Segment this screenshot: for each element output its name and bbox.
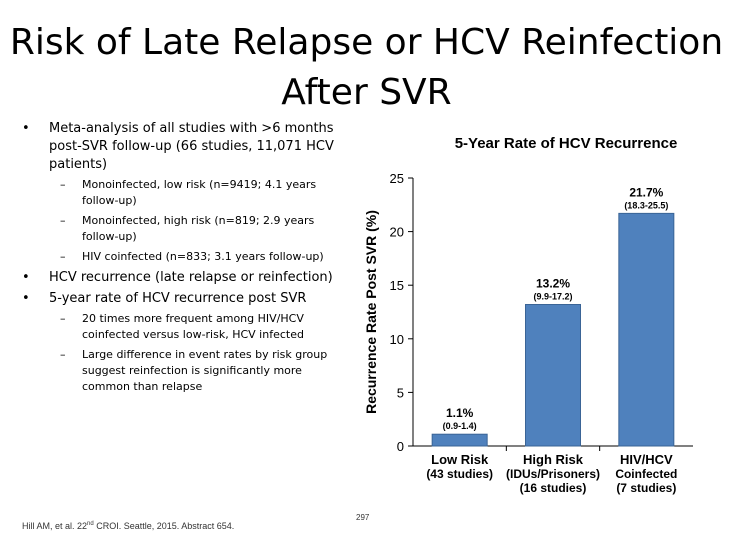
citation-text: Hill AM, et al. 22 (22, 521, 88, 531)
sub-bullet-item: – Large difference in event rates by risk… (22, 347, 342, 395)
bar (431, 433, 488, 447)
y-tick-label: 20 (390, 225, 404, 240)
sub-bullet-text: Monoinfected, low risk (n=9419; 4.1 year… (82, 178, 317, 207)
chart-title: 5-Year Rate of HCV Recurrence (455, 135, 678, 152)
bar-value-label: 1.1% (446, 406, 474, 420)
slide-title: Risk of Late Relapse or HCV Reinfection … (0, 18, 733, 118)
citation-text-end: CROI. Seattle, 2015. Abstract 654. (93, 521, 235, 531)
sub-bullet-item: – 20 times more frequent among HIV/HCV co… (22, 311, 342, 343)
sub-bullet-item: – Monoinfected, low risk (n=9419; 4.1 yea… (22, 177, 342, 209)
sub-bullet-item: – Monoinfected, high risk (n=819; 2.9 yea… (22, 213, 342, 245)
sub-bullet-text: Monoinfected, high risk (n=819; 2.9 year… (82, 214, 315, 243)
citation-superscript: nd (87, 521, 94, 527)
citation: Hill AM, et al. 22nd CROI. Seattle, 2015… (22, 521, 234, 531)
sub-bullet-marker: – (60, 214, 66, 227)
bullet-marker: • (22, 291, 30, 306)
y-tick-label: 0 (397, 439, 404, 454)
x-category-label: (7 studies) (616, 481, 676, 495)
sub-bullet-marker: – (60, 178, 66, 191)
y-tick-label: 5 (397, 385, 404, 400)
sub-bullet-marker: – (60, 312, 66, 325)
bullet-text: HCV recurrence (late relapse or reinfect… (49, 270, 333, 285)
x-category-label: Coinfected (615, 467, 677, 481)
bullet-item: • Meta-analysis of all studies with >6 mo… (22, 120, 342, 174)
sub-bullet-text: 20 times more frequent among HIV/HCV coi… (82, 312, 304, 341)
slide-title-line1: Risk of Late Relapse or HCV Reinfection (9, 22, 724, 63)
y-tick-label: 25 (390, 171, 404, 186)
slide-title-line2: After SVR (281, 72, 452, 113)
sub-bullet-marker: – (60, 250, 66, 263)
y-axis-label: Recurrence Rate Post SVR (%) (363, 210, 379, 414)
bullet-text: 5-year rate of HCV recurrence post SVR (49, 291, 307, 306)
bar-ci-label: (18.3-25.5) (624, 200, 668, 210)
sub-bullet-text: HIV coinfected (n=833; 3.1 years follow-… (82, 250, 324, 263)
y-tick-label: 15 (390, 278, 404, 293)
bullet-marker: • (22, 270, 30, 285)
x-category-label: (16 studies) (520, 481, 587, 495)
sub-bullet-marker: – (60, 348, 66, 361)
bullet-text: Meta-analysis of all studies with >6 mon… (49, 121, 334, 172)
sub-bullet-item: – HIV coinfected (n=833; 3.1 years follow… (22, 249, 342, 265)
y-tick-label: 10 (390, 332, 404, 347)
bar (525, 303, 581, 447)
x-category-label: (43 studies) (426, 467, 493, 481)
bullet-item: • HCV recurrence (late relapse or reinfec… (22, 269, 342, 287)
bar (618, 212, 675, 447)
sub-bullet-text: Large difference in event rates by risk … (82, 348, 328, 393)
x-category-label: Low Risk (431, 452, 489, 467)
x-category-label: High Risk (523, 452, 584, 467)
bar-value-label: 21.7% (629, 185, 663, 199)
page-number: 297 (356, 513, 370, 522)
bullet-list: • Meta-analysis of all studies with >6 mo… (22, 120, 342, 399)
bar-value-label: 13.2% (536, 276, 570, 290)
bar-ci-label: (0.9-1.4) (443, 421, 477, 431)
x-category-label: HIV/HCV (620, 452, 673, 467)
bullet-item: • 5-year rate of HCV recurrence post SVR (22, 290, 342, 308)
x-category-label: (IDUs/Prisoners) (506, 467, 600, 481)
bullet-marker: • (22, 121, 30, 136)
bar-ci-label: (9.9-17.2) (533, 291, 572, 301)
